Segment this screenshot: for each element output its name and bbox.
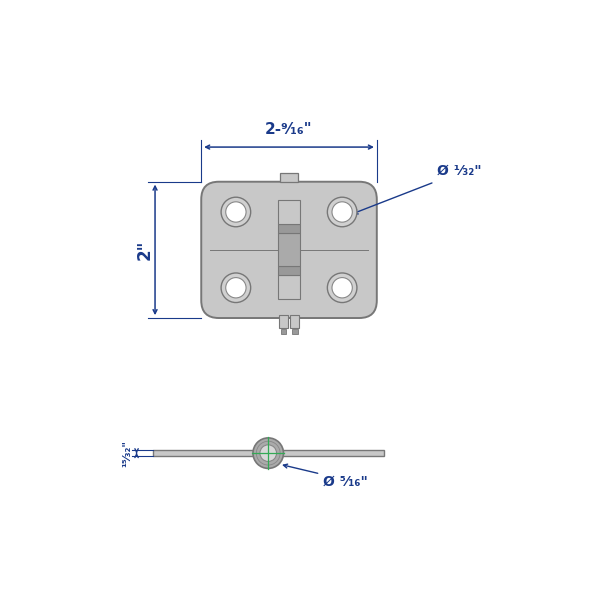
Bar bbox=[278, 233, 300, 266]
Circle shape bbox=[328, 197, 357, 227]
Circle shape bbox=[328, 273, 357, 302]
Bar bbox=[280, 173, 298, 182]
Circle shape bbox=[221, 197, 251, 227]
Text: ¹⁵⁄₃₂": ¹⁵⁄₃₂" bbox=[122, 440, 132, 467]
Circle shape bbox=[332, 278, 352, 298]
Bar bbox=[281, 329, 286, 334]
Bar bbox=[153, 450, 384, 457]
Circle shape bbox=[226, 278, 246, 298]
Bar bbox=[278, 224, 300, 233]
Bar bbox=[278, 266, 300, 275]
Bar bbox=[278, 275, 300, 299]
Circle shape bbox=[260, 445, 277, 461]
Text: 2": 2" bbox=[136, 239, 154, 260]
Text: Ø ¹⁄₃₂": Ø ¹⁄₃₂" bbox=[437, 163, 481, 178]
Bar bbox=[279, 315, 287, 328]
Bar bbox=[292, 329, 298, 334]
Circle shape bbox=[221, 273, 251, 302]
Circle shape bbox=[256, 441, 280, 465]
Bar bbox=[290, 315, 299, 328]
FancyBboxPatch shape bbox=[201, 182, 377, 318]
Circle shape bbox=[332, 202, 352, 222]
Text: 2-⁹⁄₁₆": 2-⁹⁄₁₆" bbox=[265, 122, 313, 137]
Bar bbox=[278, 200, 300, 224]
Text: Ø ⁵⁄₁₆": Ø ⁵⁄₁₆" bbox=[323, 475, 368, 489]
Bar bbox=[254, 449, 282, 457]
Circle shape bbox=[253, 438, 283, 469]
Circle shape bbox=[226, 202, 246, 222]
